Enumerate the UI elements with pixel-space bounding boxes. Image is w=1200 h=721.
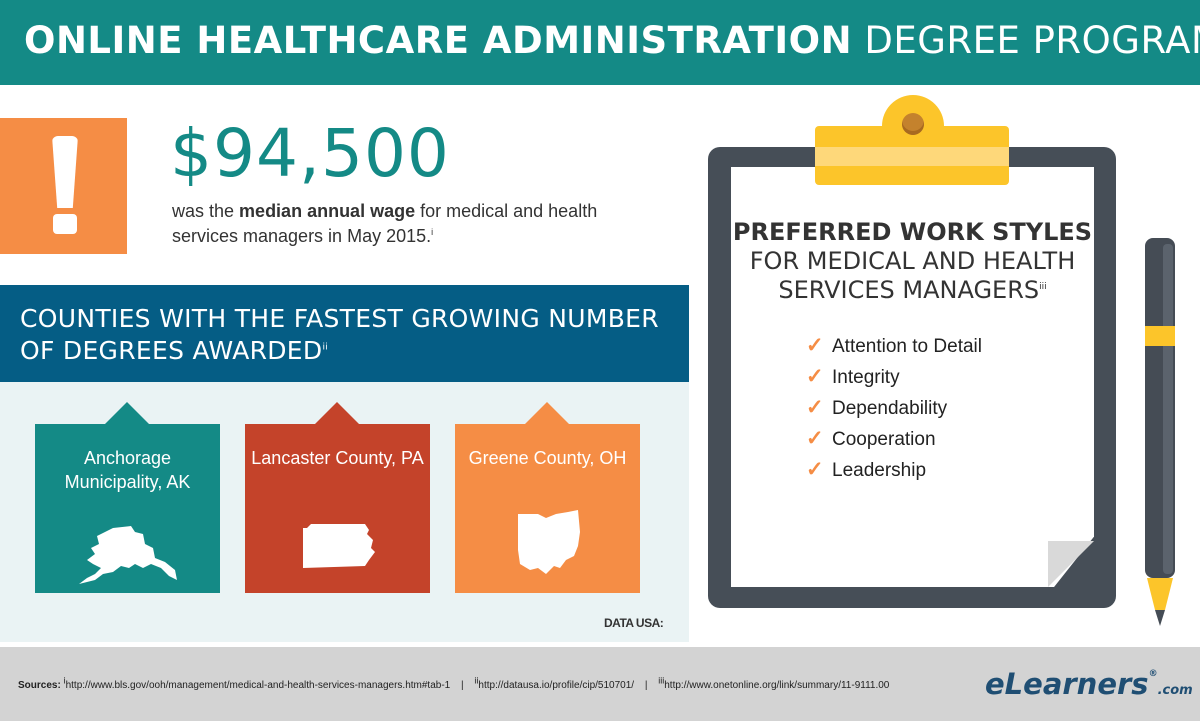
exclamation-icon xyxy=(0,118,127,254)
work-styles-list: ✓ Attention to Detail ✓ Integrity ✓ Dependa… xyxy=(806,330,982,485)
footnote-mark: ii xyxy=(322,342,329,353)
county-name: Lancaster County, PA xyxy=(251,448,424,468)
counties-title: COUNTIES WITH THE FASTEST GROWING NUMBER… xyxy=(20,304,659,365)
check-icon: ✓ xyxy=(806,427,824,450)
source-link-2[interactable]: http://datausa.io/profile/cip/510701/ xyxy=(478,680,635,691)
pen-icon xyxy=(1145,238,1175,626)
exclamation-bar xyxy=(52,136,78,208)
list-item: ✓ Integrity xyxy=(806,361,982,392)
work-styles-title-bold: PREFERRED WORK STYLES xyxy=(732,218,1093,246)
footnote-mark: i xyxy=(431,227,434,237)
footnote-mark: iii xyxy=(1039,282,1047,292)
wage-highlight: median annual wage xyxy=(239,201,416,221)
data-usa-credit: DATA USA: xyxy=(604,616,664,630)
county-name: Greene County, OH xyxy=(468,448,627,468)
card-pointer xyxy=(105,402,149,424)
county-card-anchorage: Anchorage Municipality, AK xyxy=(35,402,220,593)
check-icon: ✓ xyxy=(806,365,824,388)
footer: Sources: ihttp://www.bls.gov/ooh/managem… xyxy=(0,647,1200,721)
work-styles-title: PREFERRED WORK STYLES FOR MEDICAL AND HE… xyxy=(732,218,1093,304)
card-pointer xyxy=(525,402,569,424)
card-pointer xyxy=(315,402,359,424)
source-link-3[interactable]: http://www.onetonline.org/link/summary/1… xyxy=(664,680,890,691)
title-bold: ONLINE HEALTHCARE ADMINISTRATION xyxy=(24,19,853,62)
pennsylvania-icon xyxy=(303,524,375,568)
elearners-logo[interactable]: eLearners®.com xyxy=(985,667,1193,701)
clipboard-paper xyxy=(731,167,1094,587)
county-name: Anchorage Municipality, AK xyxy=(64,448,191,492)
list-item: ✓ Dependability xyxy=(806,392,982,423)
counties-banner: COUNTIES WITH THE FASTEST GROWING NUMBER… xyxy=(0,285,689,382)
wage-amount: $94,500 xyxy=(170,115,450,192)
county-card-greene: Greene County, OH xyxy=(455,402,640,593)
wage-description: was the median annual wage for medical a… xyxy=(172,201,598,246)
ohio-icon xyxy=(518,510,580,574)
check-icon: ✓ xyxy=(806,396,824,419)
page-title: ONLINE HEALTHCARE ADMINISTRATION DEGREE … xyxy=(24,16,1200,66)
check-icon: ✓ xyxy=(806,458,824,481)
sources-label: Sources: xyxy=(18,680,61,691)
header-banner: ONLINE HEALTHCARE ADMINISTRATION DEGREE … xyxy=(0,0,1200,85)
clip-stripe xyxy=(815,147,1009,166)
exclamation-dot xyxy=(53,214,77,234)
list-item: ✓ Attention to Detail xyxy=(806,330,982,361)
clip-hole xyxy=(902,113,924,135)
list-item: ✓ Cooperation xyxy=(806,423,982,454)
sources-line: Sources: ihttp://www.bls.gov/ooh/managem… xyxy=(18,675,890,691)
check-icon: ✓ xyxy=(806,334,824,357)
list-item: ✓ Leadership xyxy=(806,454,982,485)
county-card-lancaster: Lancaster County, PA xyxy=(245,402,430,593)
source-link-1[interactable]: http://www.bls.gov/ooh/management/medica… xyxy=(65,680,451,691)
alaska-icon xyxy=(79,526,177,584)
title-light: DEGREE PROGRAMS xyxy=(864,19,1200,62)
